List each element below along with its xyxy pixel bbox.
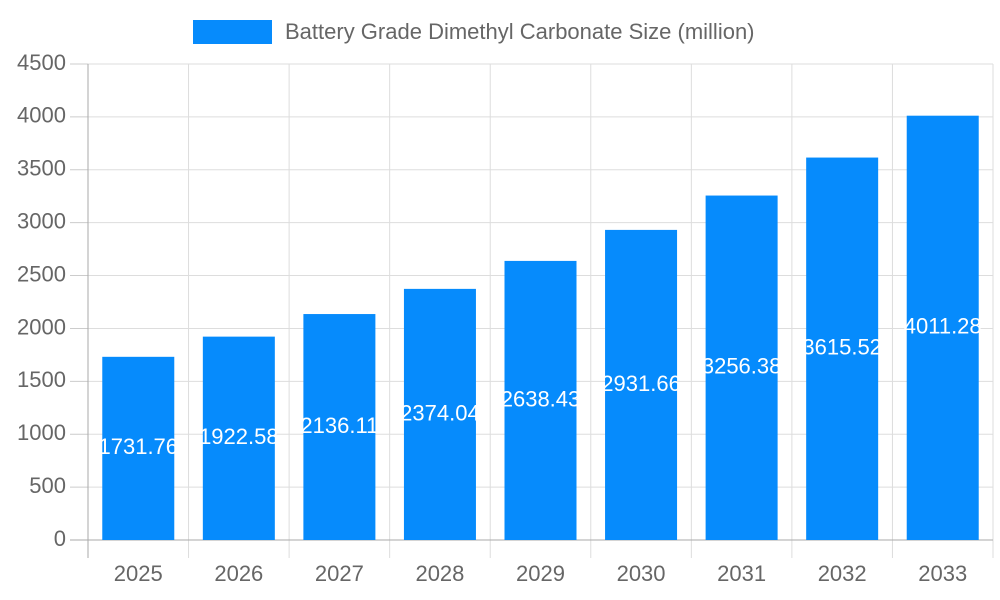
x-tick-label: 2032	[818, 561, 867, 586]
bar	[303, 314, 376, 540]
y-tick-label: 3500	[17, 156, 66, 181]
y-tick-label: 500	[29, 473, 66, 498]
bar	[102, 356, 175, 540]
legend-label: Battery Grade Dimethyl Carbonate Size (m…	[285, 19, 755, 44]
legend-swatch	[193, 20, 272, 44]
y-tick-label: 1000	[17, 420, 66, 445]
data-label: 2374.04	[400, 400, 480, 425]
x-tick-label: 2027	[315, 561, 364, 586]
x-tick-label: 2026	[214, 561, 263, 586]
y-tick-label: 4500	[17, 50, 66, 75]
x-tick-label: 2025	[114, 561, 163, 586]
y-tick-label: 0	[54, 526, 66, 551]
x-tick-label: 2030	[617, 561, 666, 586]
y-tick-label: 4000	[17, 103, 66, 128]
y-tick-label: 2500	[17, 261, 66, 286]
bar	[504, 260, 577, 540]
bar	[202, 336, 275, 540]
x-tick-label: 2028	[415, 561, 464, 586]
x-tick-label: 2031	[717, 561, 766, 586]
y-tick-label: 2000	[17, 314, 66, 339]
data-label: 2136.11	[300, 413, 378, 438]
data-label: 3615.52	[802, 335, 882, 360]
data-label: 1922.58	[199, 424, 279, 449]
y-tick-label: 1500	[17, 367, 66, 392]
data-label: 2931.66	[601, 371, 681, 396]
y-tick-label: 3000	[17, 208, 66, 233]
x-tick-label: 2029	[516, 561, 565, 586]
data-label: 4011.28	[904, 314, 982, 339]
data-label: 1731.76	[99, 434, 179, 459]
bar	[605, 229, 678, 541]
bar	[403, 288, 476, 540]
data-label: 2638.43	[501, 386, 581, 411]
bar	[806, 157, 879, 540]
x-tick-label: 2033	[918, 561, 967, 586]
data-label: 3256.38	[702, 354, 782, 379]
bar	[705, 195, 778, 540]
bar	[906, 115, 979, 541]
